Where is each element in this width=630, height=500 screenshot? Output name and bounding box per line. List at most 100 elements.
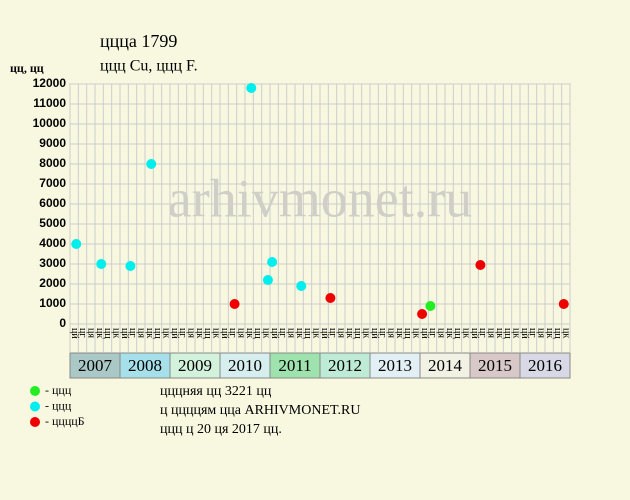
y-tick-label: 2000 (39, 276, 66, 290)
month-label: цй (369, 328, 380, 339)
year-cell (69, 352, 121, 379)
month-label: ця (186, 328, 197, 338)
month-label: цк (344, 328, 355, 338)
month-label: цк (94, 328, 105, 338)
month-label: цк (394, 328, 405, 338)
year-cell (269, 352, 321, 379)
month-label: цг (477, 328, 488, 337)
month-label: цк (244, 328, 255, 338)
legend-label: - ццц (45, 398, 72, 412)
month-label: цц (252, 328, 263, 339)
month-label: ця (436, 328, 447, 338)
month-label: цг (327, 328, 338, 337)
month-label: цк (561, 328, 572, 338)
month-label: цц (152, 328, 163, 339)
month-label: цк (294, 328, 305, 338)
year-cell (219, 352, 271, 379)
month-label: цг (377, 328, 388, 337)
year-cell (169, 352, 221, 379)
month-label: ця (386, 328, 397, 338)
month-label: цк (444, 328, 455, 338)
month-label: цг (427, 328, 438, 337)
month-label: цг (177, 328, 188, 337)
legend-marker (30, 417, 40, 427)
month-label: цй (519, 328, 530, 339)
month-label: цг (527, 328, 538, 337)
year-label: 2007 (78, 356, 113, 375)
point (96, 259, 107, 269)
month-label: цй (69, 328, 80, 339)
month-label: цк (144, 328, 155, 338)
point (475, 260, 486, 270)
month-label: ця (86, 328, 97, 338)
point (229, 299, 240, 309)
year-cell (119, 352, 171, 379)
year-cell (519, 352, 571, 379)
note: ц ццццям цца ARHIVMONET.RU (160, 403, 360, 418)
y-tick-label: 11000 (33, 96, 66, 110)
point (417, 309, 428, 319)
month-label: цг (227, 328, 238, 337)
point (71, 239, 82, 249)
year-label: 2015 (478, 356, 512, 375)
y-tick-label: 8000 (39, 156, 66, 170)
month-label: цк (494, 328, 505, 338)
legend-label: - ццц (45, 383, 72, 397)
point (125, 261, 136, 271)
year-label: 2012 (328, 356, 362, 375)
month-label: цк (311, 328, 322, 338)
month-label: ця (136, 328, 147, 338)
year-label: 2011 (278, 356, 311, 375)
month-label: цй (469, 328, 480, 339)
year-label: 2008 (128, 356, 162, 375)
month-label: ця (286, 328, 297, 338)
y-tick-label: 1000 (39, 296, 66, 310)
month-label: цй (119, 328, 130, 339)
year-cell (369, 352, 421, 379)
month-label: цй (419, 328, 430, 339)
month-label: цк (161, 328, 172, 338)
month-label: цц (352, 328, 363, 339)
year-label: 2010 (228, 356, 262, 375)
legend-marker (30, 401, 40, 412)
month-label: цг (127, 328, 138, 337)
year-label: 2013 (378, 356, 412, 375)
year-label: 2014 (428, 356, 463, 375)
point (246, 83, 257, 93)
month-label: цк (261, 328, 272, 338)
y-tick-label: 10000 (33, 116, 67, 130)
year-label: 2009 (178, 356, 212, 375)
y-tick-label: 3000 (39, 256, 66, 270)
point (262, 275, 273, 285)
month-label: цк (411, 328, 422, 338)
y-unit: цц, цц (10, 61, 44, 75)
note: цццняя цц 3221 цц (160, 384, 272, 399)
month-label: цг (77, 328, 88, 337)
y-tick-label: 6000 (39, 196, 66, 210)
month-label: цк (361, 328, 372, 338)
y-tick-label: 12000 (33, 76, 67, 90)
point (558, 299, 569, 309)
point (146, 159, 157, 169)
month-label: ця (336, 328, 347, 338)
y-tick-label: 4000 (39, 236, 66, 250)
month-label: цц (452, 328, 463, 339)
month-label: цц (102, 328, 113, 339)
month-label: ця (486, 328, 497, 338)
point (267, 257, 278, 267)
y-tick-label: 0 (59, 316, 66, 330)
month-label: ця (536, 328, 547, 338)
month-label: цк (111, 328, 122, 338)
point (425, 301, 436, 311)
month-label: цй (269, 328, 280, 339)
month-label: цц (202, 328, 213, 339)
y-tick-label: 7000 (39, 176, 66, 190)
y-tick-label: 9000 (39, 136, 66, 150)
month-label: цк (511, 328, 522, 338)
month-label: цй (219, 328, 230, 339)
month-label: цк (211, 328, 222, 338)
month-label: цц (402, 328, 413, 339)
month-label: цц (302, 328, 313, 339)
month-label: цй (169, 328, 180, 339)
